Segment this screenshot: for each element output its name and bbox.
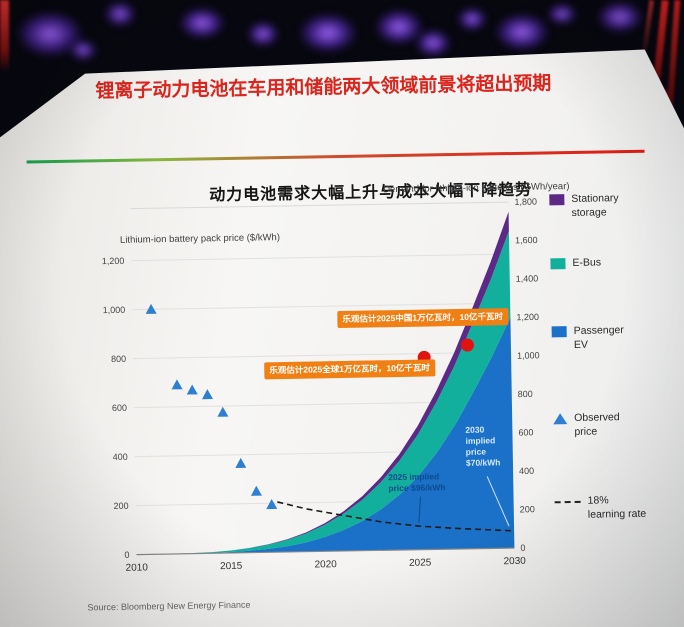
axis-tick-label: 2020 — [314, 559, 337, 570]
stage-light — [376, 10, 422, 44]
axis-tick-label: 200 — [520, 504, 535, 514]
passenger-ev-swatch-icon — [552, 326, 567, 337]
leader-line-2025 — [419, 497, 421, 523]
axis-tick-label: 600 — [518, 427, 533, 437]
observed-price-triangle — [187, 384, 198, 394]
stage-light — [496, 14, 548, 50]
x-axis-line — [136, 548, 514, 555]
axis-tick-label: 800 — [518, 389, 533, 399]
learning-rate-dashed-line — [277, 498, 514, 535]
legend-item-e-bus: E-Bus — [550, 256, 632, 271]
axis-tick-label: 0 — [124, 550, 129, 560]
implied-price-2025-note: 2025 implied price $96/kWh — [388, 471, 446, 494]
demand-price-chart: 0 200 400 600 800 1,000 1,200 0 200 400 600 800 1,00… — [67, 181, 564, 614]
annotation-callout-china: 乐观估计2025中国1万亿瓦时，10亿千瓦时 — [337, 308, 508, 328]
legend-label: 18% learning rate — [587, 494, 647, 521]
legend-item-passenger-ev: Passenger EV — [552, 324, 634, 353]
presentation-slide: 锂离子动力电池在车用和储能两大领域前景将超出预期 动力电池需求大幅上升与成本大幅… — [0, 47, 684, 627]
axis-tick-label: 200 — [114, 501, 129, 511]
slide-title: 锂离子动力电池在车用和储能两大领域前景将超出预期 — [95, 73, 552, 103]
legend-label: Stationary storage — [571, 192, 619, 219]
axis-tick-label: 2010 — [126, 562, 149, 573]
axis-tick-label: 400 — [519, 466, 534, 476]
observed-price-triangle — [171, 379, 182, 389]
stage-light — [548, 4, 576, 24]
observed-price-triangle-icon — [553, 413, 567, 424]
axis-tick-label: 2030 — [503, 556, 526, 567]
e-bus-swatch-icon — [550, 258, 565, 269]
title-divider — [27, 150, 645, 164]
axis-tick-label: 1,800 — [514, 197, 537, 207]
stage-light — [598, 2, 642, 32]
axis-tick-label: 800 — [111, 354, 126, 364]
gridline — [132, 303, 510, 310]
observed-price-triangle — [146, 304, 157, 314]
legend-label: E-Bus — [572, 256, 602, 269]
stage-light — [458, 8, 486, 30]
axis-tick-label: 2015 — [220, 561, 243, 572]
annotation-callout-global: 乐观估计2025全球1万亿瓦时，10亿千瓦时 — [264, 359, 435, 379]
axis-tick-label: 1,000 — [103, 305, 126, 315]
legend-label: Passenger EV — [573, 324, 624, 351]
stage-light — [248, 22, 278, 46]
observed-price-triangle — [266, 499, 277, 509]
stage-light — [70, 40, 96, 60]
gridline — [133, 352, 511, 359]
slide-content: 锂离子动力电池在车用和储能两大领域前景将超出预期 动力电池需求大幅上升与成本大幅… — [0, 49, 684, 627]
axis-tick-label: 1,600 — [515, 235, 538, 245]
stationary-storage-swatch-icon — [549, 194, 564, 205]
axis-tick-label: 600 — [112, 403, 127, 413]
axis-tick-label: 400 — [113, 452, 128, 462]
axis-tick-label: 1,200 — [102, 256, 125, 266]
stage-light — [300, 14, 356, 52]
axis-tick-label: 1,000 — [517, 350, 540, 360]
red-light-streak — [0, 0, 9, 72]
area-passenger-ev — [132, 317, 514, 554]
observed-price-triangle — [217, 407, 228, 417]
axis-tick-label: 1,400 — [516, 273, 539, 283]
stage-light — [180, 8, 224, 38]
observed-price-triangle — [202, 389, 213, 399]
dashed-line-swatch-icon — [555, 501, 581, 503]
axis-tick-label: 2025 — [409, 557, 432, 568]
leader-line-2030 — [487, 476, 509, 526]
axis-tick-label: 1,200 — [516, 312, 539, 322]
gridline — [130, 202, 508, 209]
stage-light — [105, 2, 135, 26]
legend-item-learning-rate: 18% learning rate — [555, 494, 648, 523]
observed-price-triangle — [251, 486, 262, 496]
implied-price-2030-note: 2030 implied price $70/kWh — [465, 424, 501, 468]
legend-label: Observed price — [574, 411, 620, 438]
area-e-bus — [131, 231, 514, 555]
observed-price-triangle — [235, 458, 246, 468]
gridline — [131, 254, 509, 261]
annotation-red-dot — [461, 338, 474, 351]
legend-item-stationary-storage: Stationary storage — [549, 192, 631, 221]
legend-item-observed-price: Observed price — [553, 411, 634, 440]
stage-light — [416, 30, 450, 56]
axis-tick-label: 0 — [520, 543, 525, 553]
